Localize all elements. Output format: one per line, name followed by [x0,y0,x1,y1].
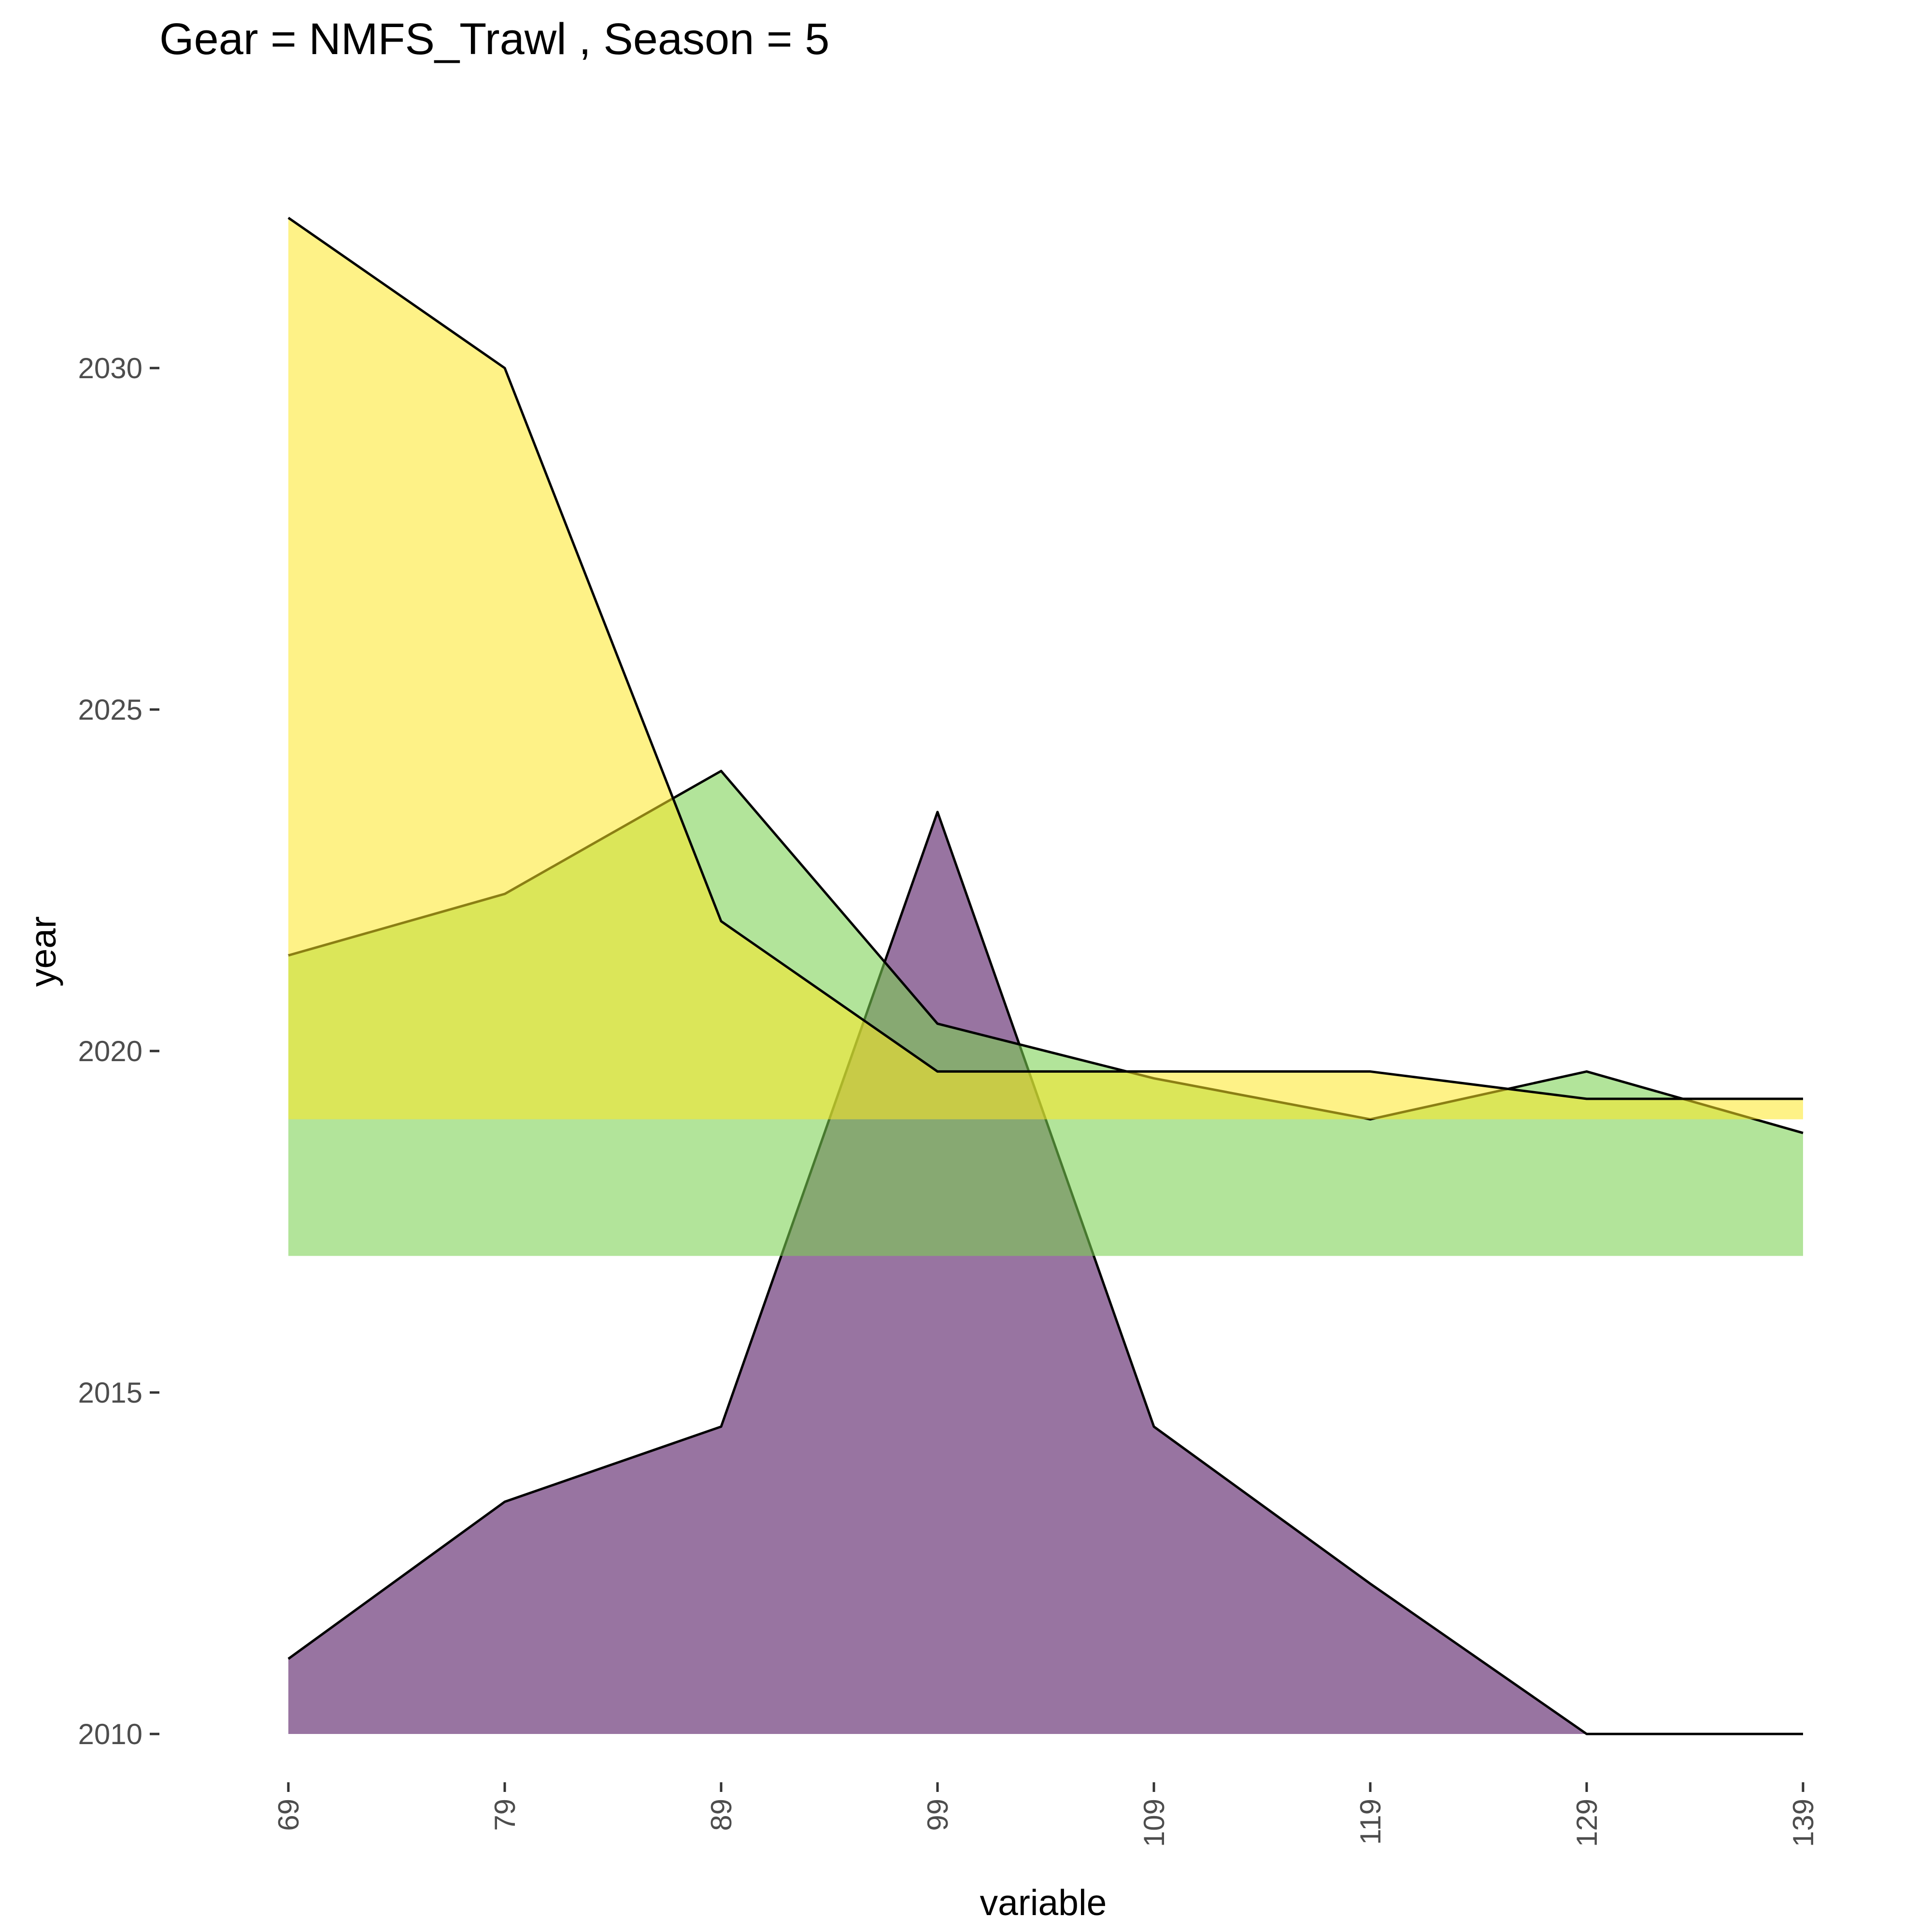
x-tick-label: 129 [1571,1799,1603,1847]
ridge-area-1 [288,812,1803,1734]
ridge-area-3 [288,217,1803,1120]
y-tick-label: 2030 [78,352,142,384]
y-tick-label: 2020 [78,1035,142,1067]
y-axis: 2010 2015 2020 2025 2030 [78,352,159,1750]
plot-area [287,216,1804,1735]
chart-title: Gear = NMFS_Trawl , Season = 5 [159,14,829,64]
y-tick-label: 2015 [78,1377,142,1409]
x-tick-label: 79 [489,1799,521,1831]
x-tick-label: 69 [272,1799,305,1831]
x-axis: 69 79 89 99 109 119 129 139 [272,1782,1819,1847]
ridge-line-3 [287,216,1803,1100]
x-tick-label: 119 [1354,1799,1387,1845]
x-axis-title: variable [980,1882,1107,1923]
x-tick-label: 139 [1787,1799,1819,1847]
x-tick-label: 89 [705,1799,738,1831]
y-tick-label: 2025 [78,694,142,726]
y-axis-title: year [23,916,63,987]
x-tick-label: 109 [1138,1799,1170,1847]
y-tick-label: 2010 [78,1718,142,1750]
x-tick-label: 99 [922,1799,954,1831]
